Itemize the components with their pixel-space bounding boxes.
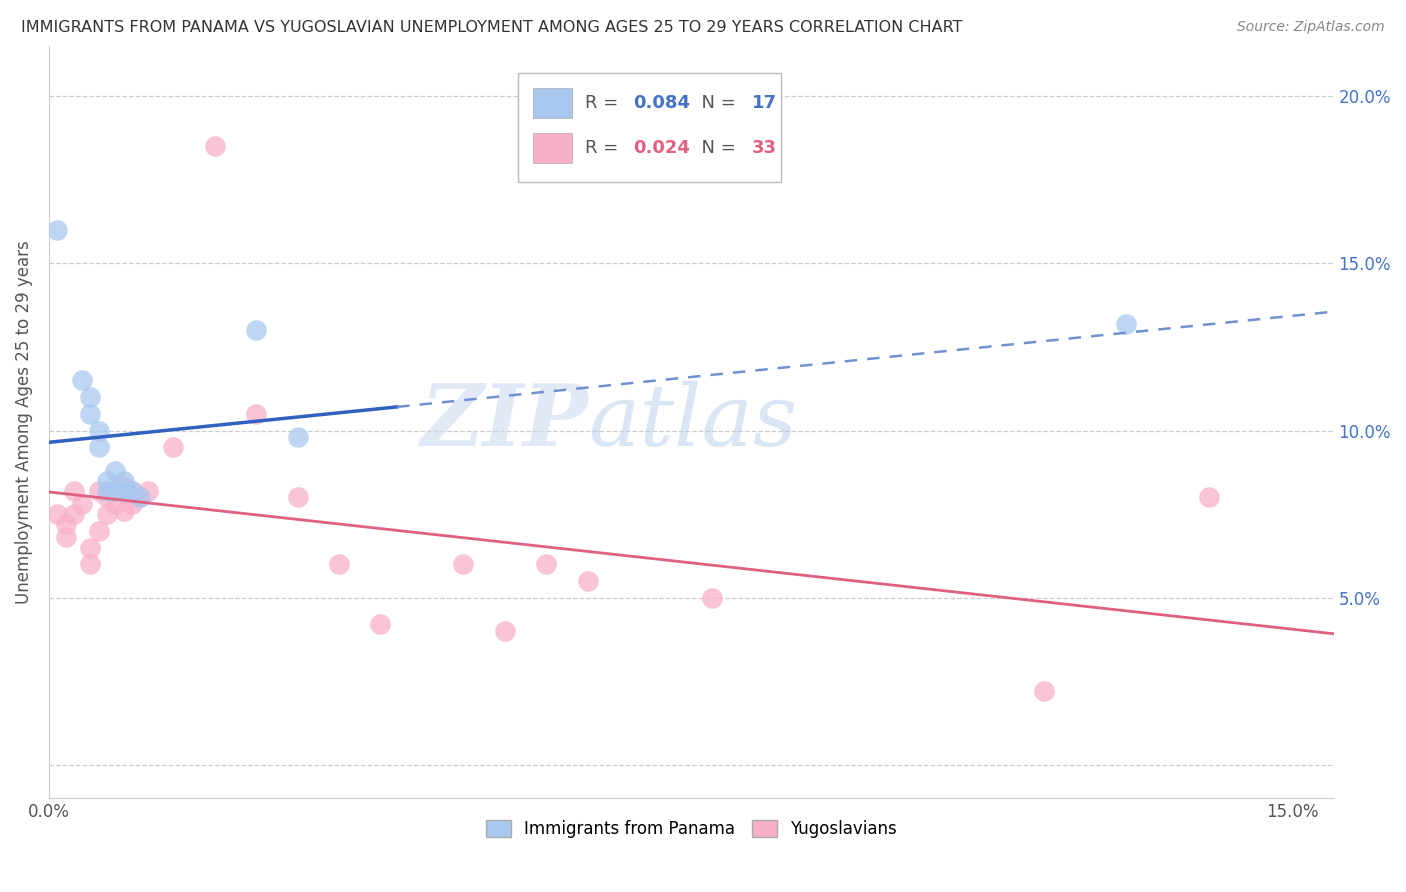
Point bbox=[63, 483, 86, 498]
Text: atlas: atlas bbox=[589, 381, 797, 464]
Y-axis label: Unemployment Among Ages 25 to 29 years: Unemployment Among Ages 25 to 29 years bbox=[15, 240, 32, 604]
Text: N =: N = bbox=[690, 94, 741, 112]
Point bbox=[453, 558, 475, 572]
Text: Source: ZipAtlas.com: Source: ZipAtlas.com bbox=[1237, 20, 1385, 34]
Point bbox=[370, 617, 392, 632]
Point bbox=[129, 491, 152, 505]
Point bbox=[46, 223, 69, 237]
Point bbox=[138, 483, 160, 498]
Point bbox=[79, 558, 101, 572]
FancyBboxPatch shape bbox=[517, 72, 782, 182]
Point bbox=[1198, 491, 1220, 505]
Text: 17: 17 bbox=[752, 94, 776, 112]
Legend: Immigrants from Panama, Yugoslavians: Immigrants from Panama, Yugoslavians bbox=[478, 812, 905, 847]
Point bbox=[204, 139, 226, 153]
Point bbox=[96, 474, 118, 488]
Point bbox=[112, 474, 135, 488]
Bar bbox=[533, 133, 572, 162]
Point bbox=[287, 491, 309, 505]
Point bbox=[96, 483, 118, 498]
Point bbox=[112, 504, 135, 518]
Point bbox=[129, 491, 152, 505]
Text: 33: 33 bbox=[752, 139, 776, 157]
Point bbox=[1115, 317, 1137, 331]
Point bbox=[87, 524, 110, 538]
Text: R =: R = bbox=[585, 139, 624, 157]
Point bbox=[87, 483, 110, 498]
Point bbox=[536, 558, 558, 572]
Point bbox=[245, 323, 267, 337]
Text: 0.024: 0.024 bbox=[634, 139, 690, 157]
Point bbox=[104, 464, 127, 478]
Point bbox=[96, 491, 118, 505]
Point bbox=[576, 574, 599, 588]
Text: N =: N = bbox=[690, 139, 741, 157]
Point bbox=[104, 483, 127, 498]
Point bbox=[79, 541, 101, 555]
Point bbox=[121, 497, 143, 511]
Point bbox=[162, 440, 184, 454]
Point bbox=[104, 497, 127, 511]
Point bbox=[245, 407, 267, 421]
Point bbox=[121, 483, 143, 498]
Point bbox=[63, 507, 86, 521]
Point bbox=[87, 424, 110, 438]
Point bbox=[287, 430, 309, 444]
Point bbox=[87, 440, 110, 454]
Point bbox=[112, 483, 135, 498]
Point bbox=[55, 517, 77, 532]
Point bbox=[79, 390, 101, 404]
Point bbox=[104, 483, 127, 498]
Point bbox=[46, 507, 69, 521]
Bar bbox=[533, 87, 572, 118]
Text: 0.084: 0.084 bbox=[634, 94, 690, 112]
Point bbox=[328, 558, 350, 572]
Point bbox=[112, 480, 135, 494]
Point bbox=[70, 373, 93, 387]
Point bbox=[70, 497, 93, 511]
Point bbox=[700, 591, 723, 605]
Point bbox=[1032, 684, 1054, 698]
Point bbox=[121, 483, 143, 498]
Text: ZIP: ZIP bbox=[420, 380, 589, 464]
Point bbox=[96, 507, 118, 521]
Point bbox=[55, 531, 77, 545]
Point bbox=[494, 624, 516, 638]
Text: IMMIGRANTS FROM PANAMA VS YUGOSLAVIAN UNEMPLOYMENT AMONG AGES 25 TO 29 YEARS COR: IMMIGRANTS FROM PANAMA VS YUGOSLAVIAN UN… bbox=[21, 20, 963, 35]
Point bbox=[79, 407, 101, 421]
Text: R =: R = bbox=[585, 94, 624, 112]
